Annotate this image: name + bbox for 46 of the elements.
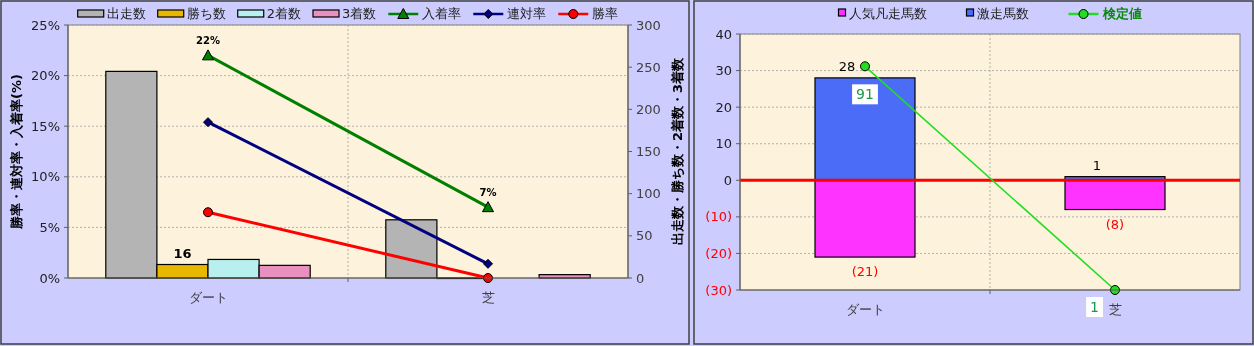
y2-tick-label: 300 xyxy=(636,17,661,33)
data-label: 91 xyxy=(856,86,874,103)
y-tick-label: 10% xyxy=(31,169,60,185)
y2-tick-label: 200 xyxy=(636,101,661,117)
legend-label: 勝ち数 xyxy=(186,6,226,21)
y-tick-label: 20 xyxy=(715,99,732,115)
y-tick-label: 15% xyxy=(31,118,60,134)
x-tick-label: ダート xyxy=(845,302,885,317)
y-tick-label: 10 xyxy=(715,136,732,152)
y2-tick-label: 100 xyxy=(636,186,661,202)
y2-axis-title: 出走数・勝ち数・2着数・3着数 xyxy=(670,56,685,246)
y-tick-label: 25% xyxy=(31,17,60,33)
legend-label: 2着数 xyxy=(266,6,301,21)
y2-tick-label: 150 xyxy=(636,144,661,159)
x-tick-label: 芝 xyxy=(481,290,495,305)
y-tick-label: 20% xyxy=(31,68,60,84)
y-tick-label: 5% xyxy=(39,219,60,235)
data-label: 7% xyxy=(479,187,497,199)
y-tick-label: 40 xyxy=(715,26,732,42)
y-axis-title: 勝率・連対率・入着率(%) xyxy=(9,74,24,230)
x-tick-label: ダート xyxy=(188,290,228,305)
legend-label: 激走馬数 xyxy=(976,6,1029,21)
y-tick-label: 30 xyxy=(715,63,732,79)
legend-label: 入着率 xyxy=(422,6,462,21)
data-label: 28 xyxy=(838,58,856,74)
x-tick-label: 芝 xyxy=(1108,302,1122,317)
data-label: 22% xyxy=(196,35,220,47)
data-label: 1 xyxy=(1092,157,1102,173)
y-tick-label: (20) xyxy=(705,245,732,261)
y-tick-label: (30) xyxy=(705,282,732,298)
legend-label: 勝率 xyxy=(592,6,619,21)
data-label: (21) xyxy=(851,264,879,280)
data-label: 1 xyxy=(1090,299,1099,315)
legend-label: 人気凡走馬数 xyxy=(848,6,927,21)
legend-label: 出走数 xyxy=(106,6,146,21)
y2-tick-label: 50 xyxy=(636,228,653,244)
data-label: 16 xyxy=(173,245,192,261)
legend-label: 連対率 xyxy=(507,6,547,21)
y-tick-label: 0 xyxy=(723,172,732,188)
legend-label: 3着数 xyxy=(342,6,377,21)
y2-tick-label: 250 xyxy=(636,59,661,75)
legend-label: 検定値 xyxy=(1101,6,1142,21)
y-tick-label: (10) xyxy=(705,209,732,225)
data-label: (8) xyxy=(1105,216,1125,232)
y-tick-label: 0% xyxy=(39,270,60,286)
y2-tick-label: 0 xyxy=(636,270,645,286)
